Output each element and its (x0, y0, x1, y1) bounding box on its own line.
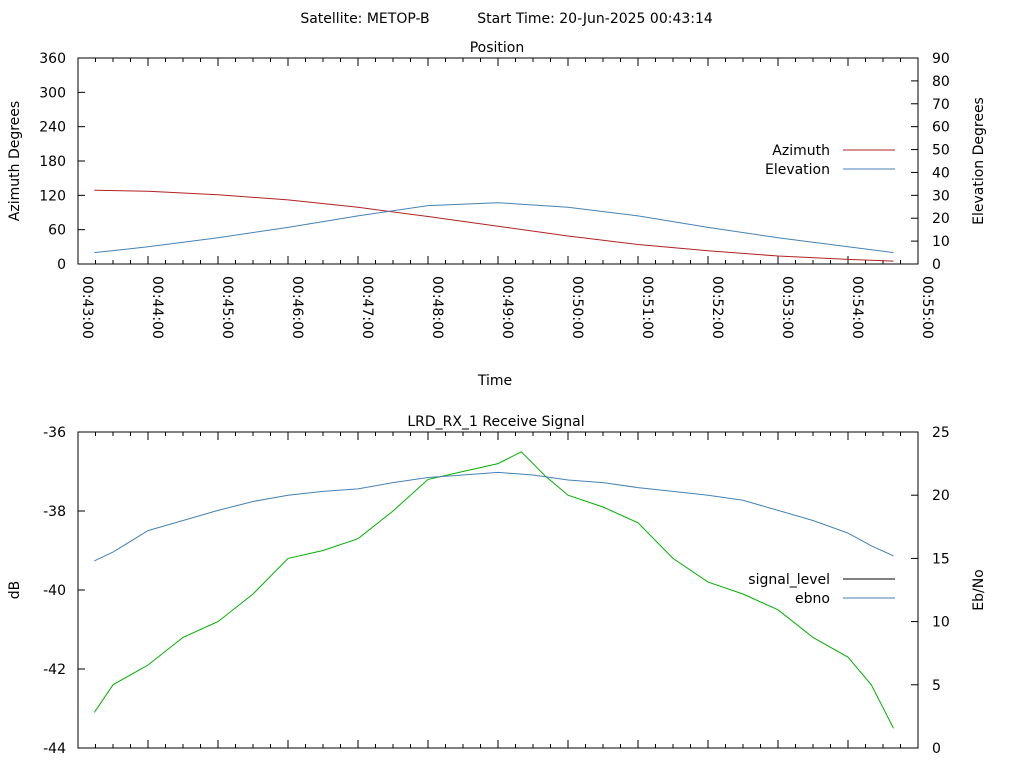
signal-y2-tick-label: 25 (932, 425, 950, 441)
signal-y-tick-label: -38 (43, 504, 66, 520)
signal-series-ebno-line (94, 471, 894, 562)
position-y2-tick-label: 0 (932, 257, 941, 273)
satellite-label: Satellite: METOP-B (300, 11, 429, 27)
signal-y2-tick-label: 20 (932, 488, 950, 504)
position-x-tick-label: 00:47:00 (359, 276, 375, 339)
signal-series-signal-level-line (93, 451, 894, 729)
position-y2-tick-label: 40 (932, 165, 950, 181)
position-x-tick-label: 00:44:00 (149, 276, 165, 339)
position-y-tick-label: 120 (39, 188, 66, 204)
position-x-tick-label: 00:43:00 (79, 276, 95, 339)
position-y-axis-label: Azimuth Degrees (7, 101, 23, 221)
position-x-tick-label: 00:52:00 (709, 276, 725, 339)
position-legend-label: Azimuth (772, 143, 830, 159)
position-y2-tick-label: 80 (932, 74, 950, 90)
position-y2-tick-label: 10 (932, 234, 950, 250)
position-x-tick-label: 00:53:00 (779, 276, 795, 339)
position-y-tick-label: 360 (39, 51, 66, 67)
position-y2-tick-label: 90 (932, 51, 950, 67)
position-x-axis-label: Time (477, 373, 512, 389)
signal-y2-tick-label: 15 (932, 551, 950, 567)
position-x-tick-label: 00:46:00 (289, 276, 305, 339)
position-y2-tick-label: 70 (932, 97, 950, 113)
position-y2-tick-label: 30 (932, 188, 950, 204)
position-y2-tick-label: 60 (932, 120, 950, 136)
signal-chart: LRD_RX_1 Receive Signal dB Eb/No -44 -42 -… (7, 414, 987, 757)
signal-y2-tick-label: 0 (932, 741, 941, 757)
position-series-azimuth-line (94, 189, 894, 262)
signal-y2-tick-label: 5 (932, 678, 941, 694)
position-series-elevation-line (94, 202, 894, 254)
signal-legend-label: ebno (795, 591, 830, 607)
signal-y2-axis-label: Eb/No (971, 569, 987, 611)
position-y-tick-label: 60 (48, 223, 66, 239)
position-x-tick-label: 00:50:00 (569, 276, 585, 339)
position-plot-frame (77, 57, 919, 265)
signal-y-axis-label: dB (7, 581, 23, 600)
position-y2-tick-label: 20 (932, 211, 950, 227)
signal-plot-frame (77, 431, 919, 749)
position-y2-tick-label: 50 (932, 143, 950, 159)
position-chart-title: Position (470, 40, 525, 56)
position-x-tick-label: 00:45:00 (219, 276, 235, 339)
signal-y-tick-label: -42 (43, 662, 66, 678)
position-y-tick-label: 300 (39, 85, 66, 101)
position-y2-axis-label: Elevation Degrees (971, 97, 987, 225)
position-y-tick-label: 0 (57, 257, 66, 273)
signal-y-tick-label: -40 (43, 583, 66, 599)
position-y-tick-label: 180 (39, 154, 66, 170)
position-y-tick-label: 240 (39, 120, 66, 136)
signal-y2-tick-label: 10 (932, 615, 950, 631)
position-x-tick-label: 00:51:00 (639, 276, 655, 339)
signal-chart-title: LRD_RX_1 Receive Signal (407, 414, 584, 430)
position-x-tick-label: 00:55:00 (919, 276, 935, 339)
signal-legend-label: signal_level (748, 572, 830, 588)
position-x-tick-label: 00:54:00 (849, 276, 865, 339)
position-legend-label: Elevation (765, 162, 830, 178)
position-chart: Position Azimuth Degrees Elevation Degre… (7, 40, 987, 389)
position-x-tick-label: 00:49:00 (499, 276, 515, 339)
signal-y-tick-label: -44 (43, 741, 66, 757)
signal-y-tick-label: -36 (43, 425, 66, 441)
position-x-tick-label: 00:48:00 (429, 276, 445, 339)
start-time-label: Start Time: 20-Jun-2025 00:43:14 (477, 11, 713, 27)
